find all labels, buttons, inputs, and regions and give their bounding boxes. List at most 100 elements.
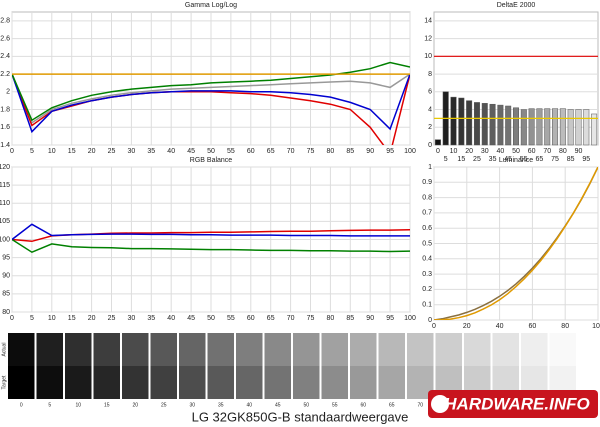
x-tick-label: 10: [48, 315, 56, 322]
swatch-target: [321, 366, 348, 399]
y-tick-label: 110: [0, 200, 10, 207]
y-tick-label: 4: [428, 106, 432, 113]
swatch-label: 25: [161, 402, 167, 408]
x-tick-label: 70: [287, 148, 295, 155]
chart-title: Gamma Log/Log: [185, 2, 237, 9]
x-tick-label: 15: [68, 315, 76, 322]
bar: [434, 139, 441, 146]
series-line: [434, 167, 598, 320]
bar: [505, 105, 512, 146]
y-tick-label: 0.9: [422, 179, 432, 186]
swatch-target: [93, 366, 120, 399]
x-tick-label: 40: [167, 315, 175, 322]
y-tick-label: 1.8: [0, 106, 10, 113]
x-tick-label: 45: [504, 156, 512, 163]
swatch-actual: [36, 333, 63, 366]
x-tick-label: 25: [108, 148, 116, 155]
swatch-target: [207, 366, 234, 399]
y-tick-label: 10: [424, 53, 432, 60]
bar: [536, 108, 543, 146]
bar: [567, 109, 574, 146]
x-tick-label: 0: [10, 148, 14, 155]
swatch-actual: [549, 333, 576, 366]
y-tick-label: 0.3: [422, 271, 432, 278]
swatch-target: [236, 366, 263, 399]
y-tick-label: 2: [428, 124, 432, 131]
chart-title: DeltaE 2000: [497, 2, 536, 9]
swatch-actual: [578, 333, 600, 366]
x-tick-label: 45: [187, 148, 195, 155]
x-tick-label: 75: [551, 156, 559, 163]
y-tick-label: 2.8: [0, 18, 10, 25]
y-tick-label: 0.7: [422, 210, 432, 217]
x-tick-label: 20: [88, 148, 96, 155]
y-tick-label: 12: [424, 35, 432, 42]
x-tick-label: 100: [404, 315, 416, 322]
swatch-row-label: Target: [1, 375, 7, 390]
swatch-row-label: Actual: [1, 343, 7, 357]
swatch-label: 5: [48, 402, 51, 408]
swatch-label: 40: [246, 402, 252, 408]
swatch-actual: [93, 333, 120, 366]
bar: [552, 108, 559, 146]
swatch-actual: [521, 333, 548, 366]
bar: [528, 108, 535, 146]
logo-icon: [431, 395, 449, 413]
x-tick-label: 35: [147, 315, 155, 322]
bar: [497, 104, 504, 146]
swatch-label: 0: [20, 402, 23, 408]
x-tick-label: 80: [561, 323, 569, 330]
x-tick-label: 70: [543, 148, 551, 155]
chart-title: RGB Balance: [190, 157, 233, 164]
x-tick-label: 55: [227, 148, 235, 155]
y-tick-label: 2.4: [0, 53, 10, 60]
swatch-label: 70: [417, 402, 423, 408]
series-line: [12, 61, 410, 122]
y-tick-label: 90: [2, 273, 10, 280]
logo-text: HARDWARE.INFO: [444, 394, 589, 413]
bar: [466, 100, 473, 146]
y-tick-label: 6: [428, 89, 432, 96]
x-tick-label: 85: [346, 148, 354, 155]
x-tick-label: 90: [366, 315, 374, 322]
x-tick-label: 25: [108, 315, 116, 322]
bar: [583, 109, 590, 146]
swatch-target: [150, 366, 177, 399]
x-tick-label: 15: [68, 148, 76, 155]
x-tick-label: 65: [267, 315, 275, 322]
x-tick-label: 60: [529, 323, 537, 330]
swatch-label: 20: [132, 402, 138, 408]
x-tick-label: 60: [528, 148, 536, 155]
y-tick-label: 95: [2, 254, 10, 261]
y-tick-label: 2: [6, 89, 10, 96]
bar: [489, 103, 496, 146]
swatch-target: [378, 366, 405, 399]
x-tick-label: 95: [386, 315, 394, 322]
x-tick-label: 85: [346, 315, 354, 322]
x-tick-label: 20: [465, 148, 473, 155]
x-tick-label: 50: [207, 148, 215, 155]
bar: [591, 113, 598, 146]
bar: [473, 102, 480, 146]
x-tick-label: 5: [444, 156, 448, 163]
swatch-actual: [8, 333, 35, 366]
series-line: [12, 223, 410, 241]
x-tick-label: 70: [287, 315, 295, 322]
y-tick-label: 105: [0, 218, 10, 225]
x-tick-label: 85: [567, 156, 575, 163]
caption: LG 32GK850G-B standaardweergave: [192, 409, 409, 424]
swatch-target: [179, 366, 206, 399]
y-tick-label: 1.6: [0, 124, 10, 131]
bar: [481, 103, 488, 146]
x-tick-label: 60: [247, 315, 255, 322]
x-tick-label: 55: [520, 156, 528, 163]
swatch-target: [36, 366, 63, 399]
x-tick-label: 40: [167, 148, 175, 155]
y-tick-label: 2.2: [0, 71, 10, 78]
x-tick-label: 95: [386, 148, 394, 155]
x-tick-label: 20: [463, 323, 471, 330]
swatch-actual: [65, 333, 92, 366]
y-tick-label: 85: [2, 291, 10, 298]
bar: [559, 108, 566, 146]
x-tick-label: 30: [128, 148, 136, 155]
